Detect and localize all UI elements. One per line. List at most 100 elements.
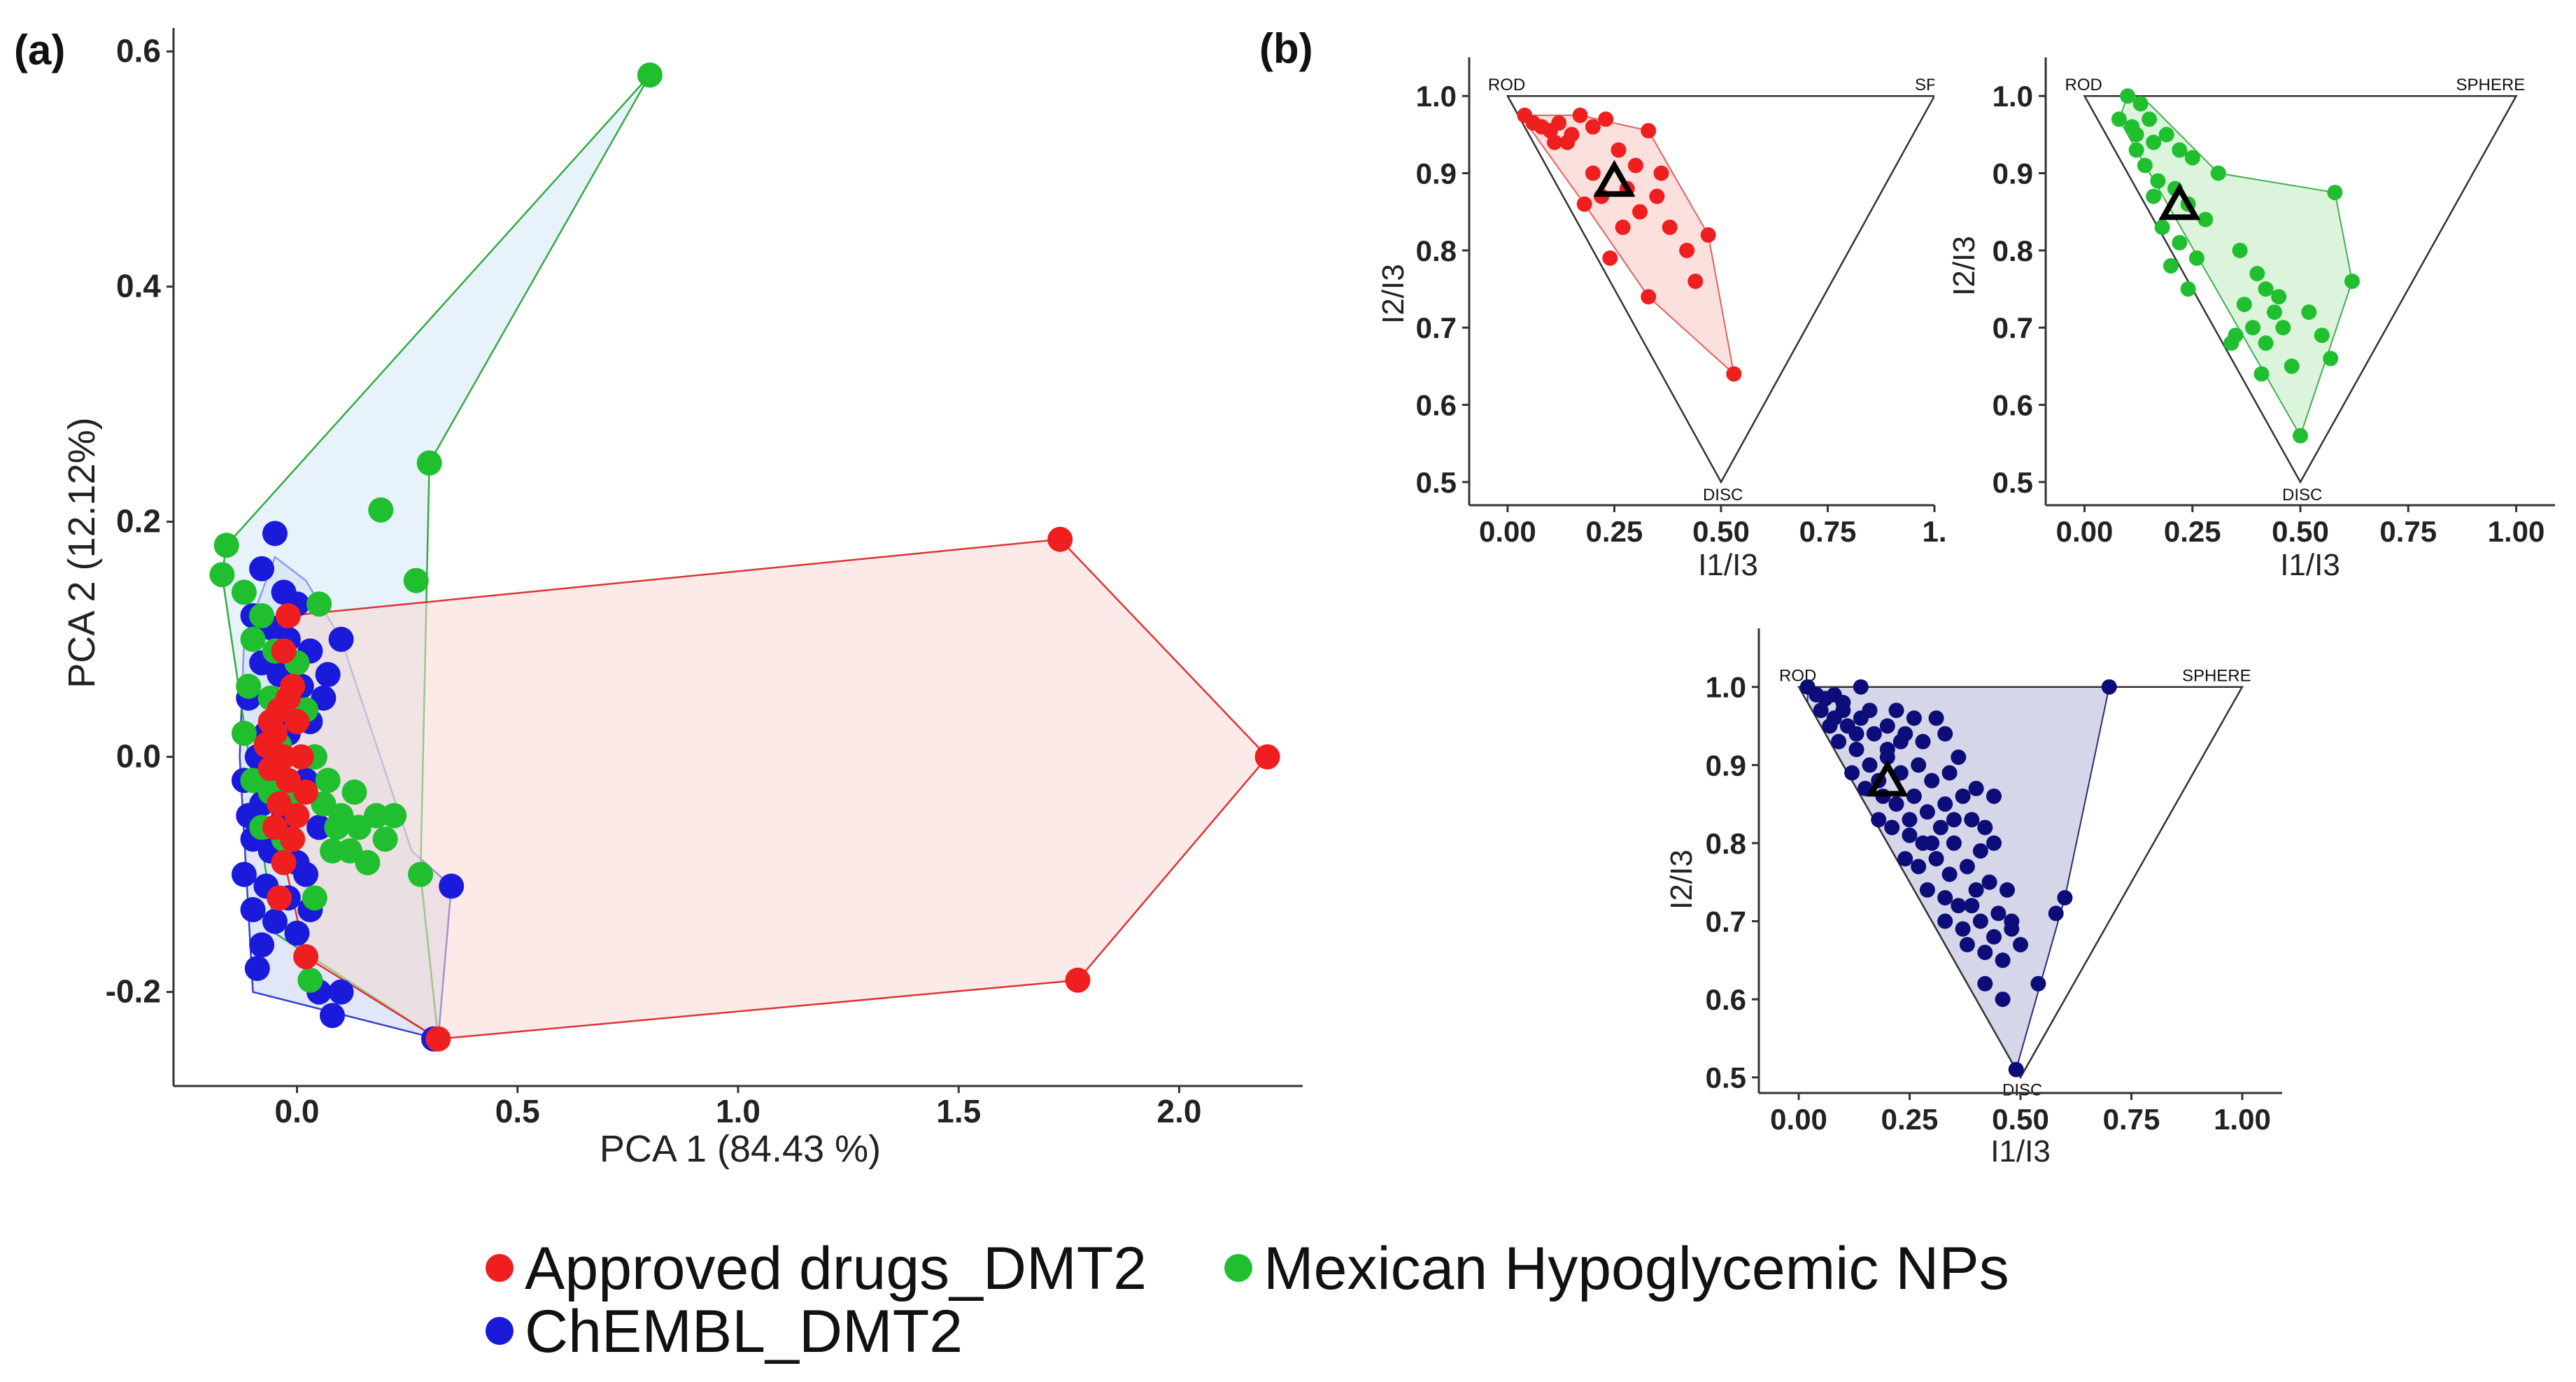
shape-chembl-point — [1902, 827, 1918, 843]
shape-chembl-point — [1822, 718, 1838, 734]
pca-x-tick-label: 2.0 — [1156, 1093, 1201, 1129]
shape-mexican-nps-point — [2120, 88, 2136, 104]
pca-point-mexican-hypoglycemic-nps — [209, 562, 235, 588]
shape-points-mexican-nps — [2111, 88, 2360, 444]
shape-chembl-y-tick-label: 0.7 — [1706, 905, 1746, 938]
shape-chembl-point — [1951, 749, 1967, 766]
shape-mexican-nps-point — [2146, 134, 2162, 150]
shape-approved-drugs-point — [1602, 250, 1618, 266]
legend-label-mexican-nps: Mexican Hypoglycemic NPs — [1264, 1235, 2009, 1302]
shape-chembl-point — [2101, 679, 2117, 695]
shape-approved-drugs-point — [1585, 165, 1601, 181]
shape-approved-drugs-point — [1627, 157, 1643, 174]
shape-mexican-nps-point — [2245, 320, 2261, 336]
shape-mexican-nps-point — [2172, 234, 2188, 251]
shape-chembl-x-tick-label: 1.00 — [2214, 1103, 2271, 1136]
shape-x-axis-title-approved-drugs: I1/I3 — [1698, 548, 1758, 582]
shape-chembl-x-tick-label: 0.75 — [2103, 1103, 2160, 1136]
shape-mexican-nps-point — [2327, 185, 2343, 201]
shape-chembl-point — [1941, 866, 1958, 882]
shape-approved-drugs-point — [1547, 134, 1562, 150]
shape-chembl-point — [1977, 975, 1993, 992]
shape-mexican-nps-point — [2137, 157, 2153, 174]
shape-y-axis-title-mexican-nps: I2/I3 — [1947, 236, 1981, 296]
pca-point-approved-drugs-dmt2 — [425, 1026, 451, 1052]
shape-approved-drugs-rod-label: ROD — [1488, 76, 1525, 94]
shape-chembl-point — [1946, 812, 1962, 828]
shape-mexican-nps-point — [2198, 211, 2214, 227]
pca-point-chembl-dmt2 — [293, 861, 319, 887]
shape-chembl-point — [2004, 913, 2020, 929]
shape-chembl-point — [1906, 710, 1922, 726]
pca-point-approved-drugs-dmt2 — [271, 638, 297, 664]
legend-label-approved-drugs: Approved drugs_DMT2 — [525, 1235, 1147, 1302]
shape-chembl-point — [1888, 703, 1904, 719]
pca-point-chembl-dmt2 — [328, 979, 354, 1005]
shape-chembl-point — [1977, 819, 1993, 835]
pca-point-chembl-dmt2 — [231, 861, 257, 887]
shape-chembl-point — [1911, 859, 1927, 875]
shape-y-axis-title-chembl: I2/I3 — [1664, 849, 1699, 910]
shape-y-axis-title-approved-drugs: I2/I3 — [1376, 264, 1410, 324]
shape-chembl-point — [1862, 757, 1878, 773]
shape-approved-drugs-point — [1632, 204, 1648, 220]
pca-point-approved-drugs-dmt2 — [253, 732, 279, 758]
shape-mexican-nps-point — [2210, 165, 2226, 181]
shape-mexican-nps-point — [2258, 281, 2274, 297]
pca-point-mexican-hypoglycemic-nps — [403, 567, 429, 593]
shape-points-chembl — [1799, 679, 2117, 1078]
pca-point-mexican-hypoglycemic-nps — [364, 803, 389, 829]
shape-chembl-point — [1941, 765, 1958, 781]
shape-chembl-point — [1937, 796, 1953, 812]
shape-chembl-point — [1928, 710, 1944, 726]
pca-point-mexican-hypoglycemic-nps — [236, 673, 262, 699]
shape-chembl-point — [1911, 757, 1927, 773]
shape-chembl-point — [1946, 835, 1962, 851]
pca-point-approved-drugs-dmt2 — [1065, 967, 1091, 993]
shape-axes-chembl: 0.00 0.25 0.50 0.75 1.00 0.5 0.6 0.7 0.8 0.9 1.0 — [1706, 628, 2282, 1136]
shape-approved-drugs-point — [1598, 111, 1614, 127]
shape-mexican-nps-point — [2323, 351, 2339, 367]
shape-approved-drugs-point — [1726, 366, 1742, 382]
shape-chembl-point — [1813, 703, 1829, 719]
shape-approved-drugs-point — [1679, 242, 1695, 258]
shape-approved-drugs-y-tick-label: 0.6 — [1416, 389, 1457, 422]
shape-chembl-point — [1986, 929, 2002, 945]
shape-chembl-point — [1848, 726, 1864, 742]
pca-point-approved-drugs-dmt2 — [293, 944, 319, 970]
shape-chembl-y-tick-label: 0.9 — [1706, 749, 1746, 782]
shape-approved-drugs-point — [1576, 196, 1592, 212]
shape-chembl-point — [1964, 812, 1980, 828]
shape-axes-approved-drugs: 0.00 0.25 0.50 0.75 1. 0.5 0.6 0.7 0.8 0.9 1.0 — [1416, 57, 1947, 548]
shape-x-axis-title-mexican-nps: I1/I3 — [2280, 548, 2340, 582]
shape-chembl-point — [1871, 812, 1887, 828]
pca-point-approved-drugs-dmt2 — [288, 744, 314, 770]
pca-point-mexican-hypoglycemic-nps — [408, 861, 434, 887]
pca-y-tick-label: -0.2 — [106, 973, 161, 1010]
pca-point-mexican-hypoglycemic-nps — [381, 803, 407, 829]
shape-chembl-point — [1844, 765, 1860, 781]
shape-plot-mexican-nps: ROD SPHERE DISC 0.00 0.25 0.50 0.75 1.00 0.5 0.6… — [1947, 57, 2555, 582]
legend-item-mexican-nps: Mexican Hypoglycemic NPs — [1224, 1235, 2009, 1302]
shape-chembl-point — [1897, 851, 1913, 867]
shape-mexican-nps-point — [2284, 358, 2300, 374]
shape-approved-drugs-point — [1585, 119, 1601, 135]
pca-point-chembl-dmt2 — [240, 897, 266, 922]
shape-mexican-nps-point — [2128, 142, 2144, 158]
shape-chembl-point — [1928, 851, 1944, 867]
shape-chembl-point — [1968, 780, 1984, 796]
shape-approved-drugs-point — [1700, 227, 1716, 243]
pca-point-chembl-dmt2 — [328, 626, 354, 652]
legend-item-chembl: ChEMBL_DMT2 — [486, 1298, 963, 1365]
pca-point-chembl-dmt2 — [249, 556, 275, 581]
shape-mexican-nps-point — [2111, 111, 2127, 127]
legend-swatch-approved-drugs — [486, 1254, 514, 1282]
pca-point-mexican-hypoglycemic-nps — [306, 591, 332, 617]
shape-approved-drugs-point — [1615, 219, 1631, 235]
shape-mexican-nps-x-tick-label: 0.25 — [2164, 515, 2221, 548]
shape-x-axis-title-chembl: I1/I3 — [1990, 1134, 2051, 1169]
pca-point-chembl-dmt2 — [311, 685, 337, 711]
pca-point-mexican-hypoglycemic-nps — [302, 885, 327, 911]
shape-mexican-nps-y-tick-label: 0.5 — [1993, 466, 2033, 499]
